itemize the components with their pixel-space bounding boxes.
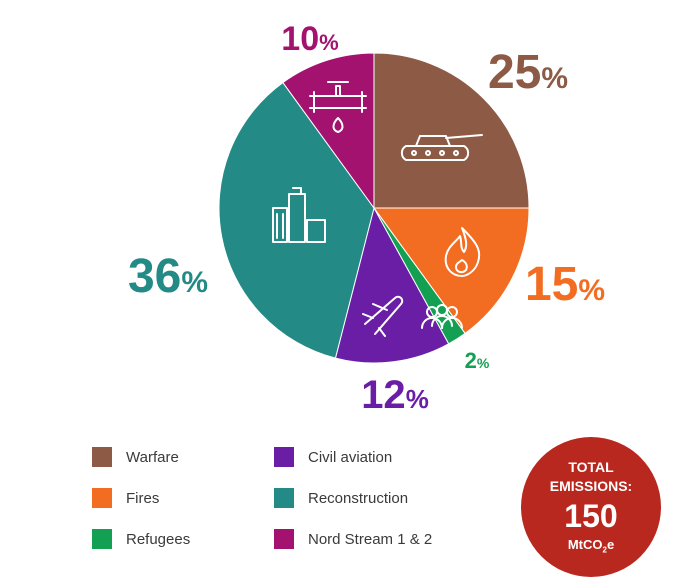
data-label-fires: 15% — [525, 258, 605, 311]
pie-slice-nord-stream — [282, 52, 375, 210]
pie-chart: 25% 15% 2% 12% 36% 10% — [128, 20, 605, 417]
fire-icon — [444, 227, 481, 277]
total-label-line2: EMISSIONS: — [549, 478, 633, 494]
legend-label: Reconstruction — [308, 489, 409, 507]
total-emissions-badge: TOTAL EMISSIONS: 150 MtCO2e — [521, 437, 661, 577]
pie-slice-reconstruction — [218, 81, 375, 359]
data-label-refugees: 2% — [465, 348, 490, 373]
legend-swatch-reconstruction — [274, 488, 294, 508]
legend-swatch-nord-stream — [274, 529, 294, 549]
legend-item-fires: Fires — [92, 487, 159, 509]
pie-slice-civil-aviation — [334, 206, 450, 364]
legend-label: Fires — [126, 489, 160, 507]
legend-item-nord-stream: Nord Stream 1 & 2 — [274, 528, 432, 550]
pie-slice-warfare — [373, 52, 530, 209]
legend-swatch-warfare — [92, 447, 112, 467]
total-value: 150 — [564, 498, 618, 534]
legend-label: Nord Stream 1 & 2 — [308, 530, 433, 548]
data-label-civil-aviation: 12% — [361, 373, 429, 417]
total-unit: MtCO2e — [521, 537, 661, 555]
legend-label: Civil aviation — [308, 448, 393, 466]
legend-swatch-refugees — [92, 529, 112, 549]
legend-label: Refugees — [126, 530, 191, 548]
tank-icon — [400, 134, 483, 161]
legend-item-warfare: Warfare — [92, 446, 179, 468]
legend-swatch-fires — [92, 488, 112, 508]
data-label-nord-stream: 10% — [281, 20, 338, 58]
pipeline-icon — [309, 81, 367, 133]
buildings-icon — [272, 187, 326, 243]
total-unit-main: MtCO — [567, 537, 603, 552]
total-label-line1: TOTAL — [568, 459, 614, 475]
legend-label: Warfare — [126, 448, 179, 466]
legend-item-civil-aviation: Civil aviation — [274, 446, 392, 468]
total-unit-sub: 2 — [602, 545, 607, 555]
data-label-reconstruction: 36% — [128, 250, 208, 303]
airplane-icon — [362, 295, 404, 337]
legend-swatch-civil-aviation — [274, 447, 294, 467]
people-icon — [421, 304, 463, 329]
legend-item-refugees: Refugees — [92, 528, 190, 550]
legend-item-reconstruction: Reconstruction — [274, 487, 408, 509]
total-unit-end: e — [606, 537, 615, 552]
pie-slice-fires — [373, 207, 530, 335]
data-label-warfare: 25% — [488, 46, 568, 99]
